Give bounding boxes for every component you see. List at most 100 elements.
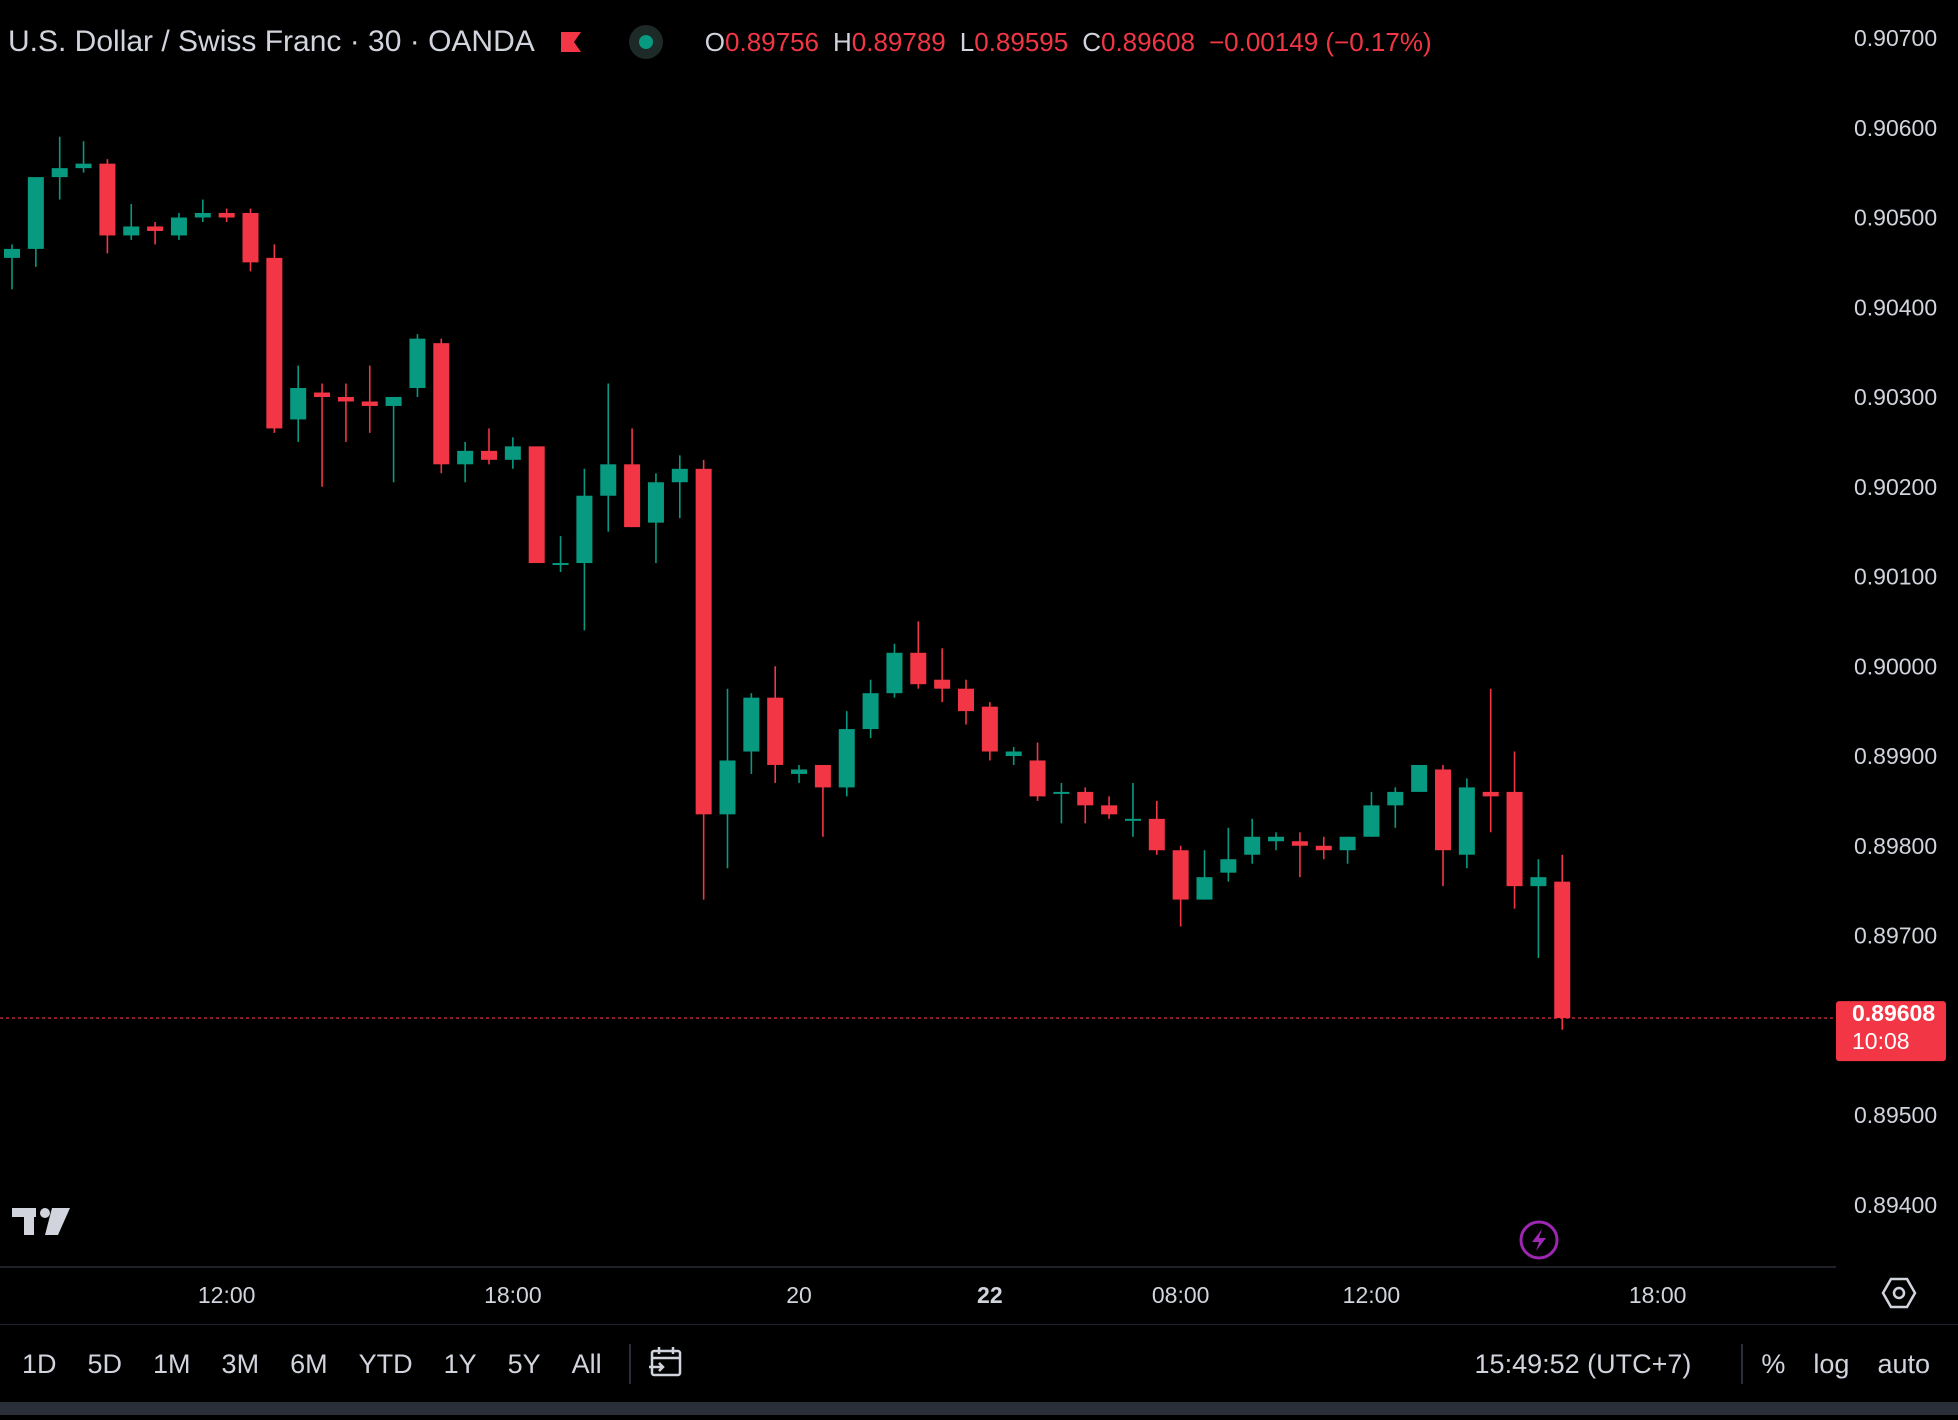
candle	[1315, 836, 1332, 860]
range-1m-button[interactable]: 1M	[153, 1348, 191, 1379]
settings-icon[interactable]	[1880, 1274, 1918, 1312]
flag-icon[interactable]	[559, 31, 581, 53]
candle-body	[862, 693, 879, 730]
candle	[1387, 787, 1404, 828]
range-5y-button[interactable]: 5Y	[507, 1348, 541, 1379]
candle	[290, 365, 307, 442]
candle-body	[981, 706, 998, 752]
time-tick-label: 12:00	[1343, 1282, 1401, 1308]
last-price-label: 0.89608 10:08	[1836, 1000, 1946, 1062]
open-value: 0.89756	[725, 26, 819, 57]
candle	[170, 213, 187, 240]
candle-body	[743, 697, 760, 752]
candle	[433, 338, 450, 474]
bottom-strip	[0, 1402, 1958, 1415]
flash-icon[interactable]	[1519, 1220, 1559, 1260]
candle	[814, 764, 831, 837]
time-axis[interactable]: 12:00 18:00 20 22 08:00 12:00 18:00	[0, 1266, 1836, 1308]
ohlc-values: O 0.89756 H 0.89789 L 0.89595 C 0.89608 …	[705, 27, 1440, 58]
candle-body	[1148, 818, 1165, 851]
candle	[242, 208, 259, 272]
candle-body	[1435, 769, 1451, 851]
candle	[1291, 832, 1308, 878]
candle	[528, 446, 545, 564]
range-6m-button[interactable]: 6M	[290, 1348, 328, 1379]
candle	[218, 208, 235, 222]
candle	[99, 159, 116, 254]
symbol-title[interactable]: U.S. Dollar / Swiss Franc · 30 · OANDA	[8, 25, 535, 58]
log-toggle[interactable]: log	[1813, 1348, 1850, 1379]
toolbar-divider	[628, 1344, 631, 1384]
candle	[767, 666, 784, 783]
candle-body	[1363, 805, 1380, 837]
candle	[1029, 742, 1046, 801]
candle	[4, 244, 20, 290]
candle	[1124, 782, 1141, 837]
candle	[1268, 832, 1285, 851]
candle-body	[99, 163, 116, 236]
range-1y-button[interactable]: 1Y	[443, 1348, 477, 1379]
market-status-icon[interactable]	[628, 25, 663, 59]
candle	[1172, 845, 1189, 927]
tradingview-logo-icon[interactable]	[12, 1205, 74, 1244]
candle-body	[409, 338, 426, 389]
last-price-countdown: 10:08	[1852, 1028, 1910, 1054]
candle-body	[624, 464, 641, 528]
candle	[600, 383, 617, 532]
candle	[51, 136, 68, 200]
price-tick-label: 0.90100	[1854, 564, 1937, 590]
candle-body	[1029, 760, 1046, 797]
candle-body	[1291, 841, 1308, 846]
time-tick-label: 20	[786, 1282, 812, 1308]
range-all-button[interactable]: All	[571, 1348, 602, 1379]
price-tick-label: 0.89800	[1854, 833, 1937, 859]
candle	[361, 365, 378, 433]
range-ytd-button[interactable]: YTD	[358, 1348, 413, 1379]
candle	[1148, 800, 1165, 855]
range-3m-button[interactable]: 3M	[221, 1348, 260, 1379]
range-1d-button[interactable]: 1D	[22, 1348, 57, 1379]
candle	[1101, 796, 1118, 819]
candle-body	[1196, 877, 1213, 900]
percent-toggle[interactable]: %	[1761, 1348, 1786, 1379]
candle-body	[1554, 881, 1571, 1019]
candle	[1053, 782, 1070, 824]
price-tick-label: 0.90500	[1854, 205, 1937, 231]
candle	[1506, 751, 1523, 909]
right-tools: 15:49:52 (UTC+7) % log auto	[1475, 1325, 1958, 1403]
candle	[743, 693, 760, 774]
price-tick-label: 0.90700	[1854, 25, 1937, 51]
candle-body	[504, 446, 521, 460]
date-range-icon[interactable]	[648, 1345, 685, 1384]
range-5d-button[interactable]: 5D	[87, 1348, 123, 1379]
candle	[314, 383, 331, 487]
candle	[1458, 778, 1475, 869]
candle-body	[767, 697, 784, 765]
auto-toggle[interactable]: auto	[1877, 1348, 1930, 1379]
candle-body	[958, 688, 974, 712]
candle	[27, 177, 44, 267]
candle-body	[1339, 836, 1356, 851]
candle-body	[814, 764, 831, 788]
time-tick-label: 12:00	[198, 1282, 256, 1308]
candle-body	[147, 226, 164, 231]
candle-body	[1053, 791, 1070, 794]
candle	[791, 764, 808, 783]
price-tick-label: 0.90600	[1854, 115, 1937, 141]
close-value: 0.89608	[1101, 26, 1195, 57]
symbol-legend[interactable]: U.S. Dollar / Swiss Franc · 30 · OANDA O…	[8, 18, 1440, 66]
candle-body	[123, 226, 140, 236]
candle	[1530, 859, 1547, 958]
candle	[337, 383, 354, 442]
low-key: L	[959, 26, 975, 57]
candle-body	[719, 760, 736, 815]
price-axis[interactable]: 0.90700 0.90600 0.90500 0.90400 0.90300 0.902…	[1854, 25, 1937, 1218]
candle	[1363, 791, 1380, 837]
price-tick-label: 0.89500	[1854, 1102, 1937, 1128]
candle-body	[218, 213, 235, 218]
candles-layer	[4, 136, 1571, 1030]
clock-timezone[interactable]: 15:49:52 (UTC+7)	[1474, 1348, 1692, 1379]
bottom-toolbar: 1D 5D 1M 3M 6M YTD 1Y 5Y All 15:49:52 (U…	[0, 1324, 1958, 1403]
